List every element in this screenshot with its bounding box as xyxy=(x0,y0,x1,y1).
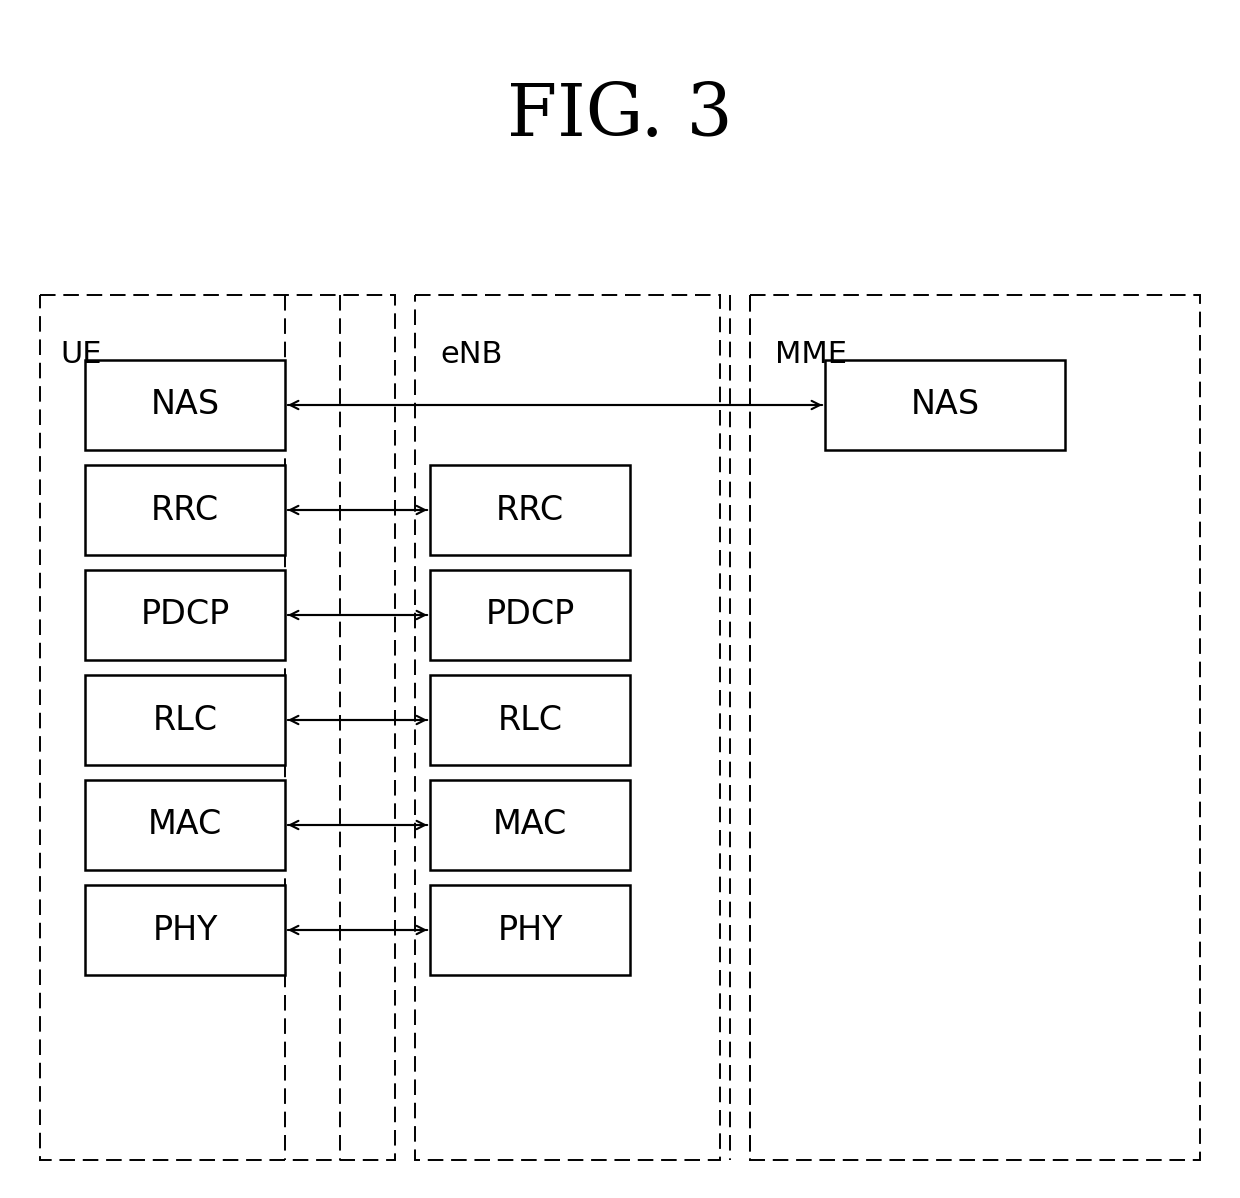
Bar xyxy=(86,885,285,975)
Text: MAC: MAC xyxy=(492,809,567,841)
Bar xyxy=(86,570,285,660)
Text: PDCP: PDCP xyxy=(140,599,229,631)
Bar xyxy=(430,885,630,975)
Bar xyxy=(430,780,630,870)
Bar xyxy=(86,361,285,450)
Bar xyxy=(825,361,1065,450)
Bar xyxy=(430,465,630,555)
Bar xyxy=(430,674,630,766)
Text: RRC: RRC xyxy=(496,494,564,526)
Text: MME: MME xyxy=(775,340,847,369)
Bar xyxy=(86,674,285,766)
Text: MAC: MAC xyxy=(148,809,222,841)
Bar xyxy=(750,295,1200,1160)
Text: UE: UE xyxy=(60,340,102,369)
Text: FIG. 3: FIG. 3 xyxy=(507,80,733,151)
Text: RLC: RLC xyxy=(497,703,563,737)
Text: NAS: NAS xyxy=(150,388,219,422)
Bar xyxy=(415,295,720,1160)
Text: NAS: NAS xyxy=(910,388,980,422)
Text: PHY: PHY xyxy=(153,914,218,946)
Text: PDCP: PDCP xyxy=(485,599,574,631)
Text: RRC: RRC xyxy=(151,494,219,526)
Bar xyxy=(430,570,630,660)
Text: PHY: PHY xyxy=(497,914,563,946)
Bar xyxy=(86,465,285,555)
Text: eNB: eNB xyxy=(440,340,502,369)
Bar xyxy=(86,780,285,870)
Bar xyxy=(40,295,396,1160)
Text: RLC: RLC xyxy=(153,703,217,737)
